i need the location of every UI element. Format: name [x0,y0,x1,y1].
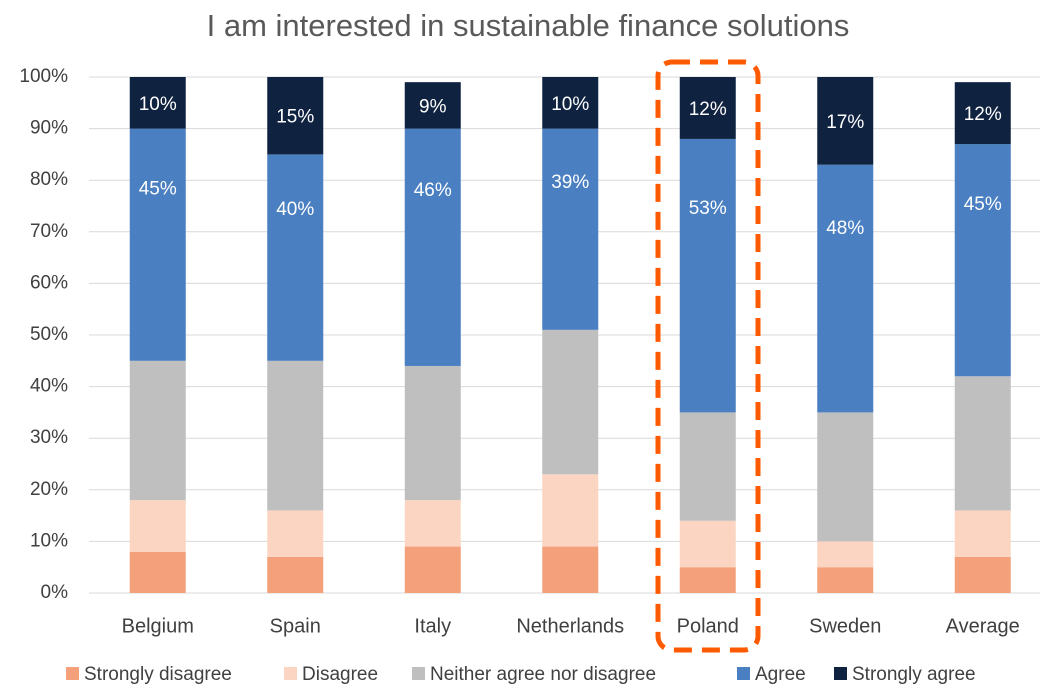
bar-segment [129,500,186,552]
value-label: 45% [964,194,1002,215]
bar-segment [542,546,599,593]
value-label: 45% [139,179,177,200]
bar-segment [129,128,186,361]
value-label: 53% [689,198,727,219]
bar-segment [817,412,874,542]
y-tick-label: 0% [41,582,69,603]
value-label: 12% [689,99,727,120]
bar-segment [542,128,599,330]
value-label: 17% [826,112,864,133]
legend-swatch [737,667,750,680]
legend-swatch [284,667,297,680]
value-label: 12% [964,104,1002,125]
highlight-box [655,59,761,653]
bar-segment [404,128,461,366]
value-label: 10% [139,94,177,115]
bar-segment [129,551,186,593]
bar-segment [404,546,461,593]
bar-segment [954,556,1011,593]
legend-swatch [412,667,425,680]
bar-segment [542,77,599,129]
bar-segment [542,474,599,547]
bar-segment [679,520,736,568]
bar-segment [404,82,461,129]
bar-segment [404,365,461,501]
bar-segment [679,412,736,521]
legend-label: Neither agree nor disagree [430,664,656,685]
bar-segment [954,510,1011,557]
bar-segment [817,567,874,593]
value-label: 10% [551,94,589,115]
value-label: 40% [276,199,314,220]
x-tick-label: Poland [677,615,739,637]
y-tick-label: 60% [30,272,68,293]
bar-segment [817,77,874,165]
legend-label: Strongly disagree [84,664,232,685]
bar-segment [679,77,736,139]
bar-segment [404,500,461,547]
value-label: 46% [414,180,452,201]
x-tick-label: Sweden [809,615,881,637]
bar-segment [267,510,324,557]
bar-segment [954,82,1011,145]
x-tick-label: Belgium [122,615,194,637]
y-tick-label: 50% [30,324,68,345]
x-tick-label: Italy [414,615,451,637]
y-tick-label: 70% [30,221,68,242]
value-label: 39% [551,172,589,193]
bar-segment [817,541,874,568]
bar-segment [954,376,1011,511]
chart-title: I am interested in sustainable finance s… [207,8,850,43]
value-label: 48% [826,218,864,239]
bar-segment [542,329,599,475]
legend-label: Disagree [302,664,378,685]
bar-segment [267,556,324,593]
legend-label: Agree [755,664,806,685]
y-tick-label: 10% [30,530,68,551]
bar-segment [817,164,874,413]
y-tick-label: 100% [19,66,68,87]
y-tick-label: 40% [30,376,68,397]
y-tick-label: 80% [30,169,68,190]
bar-segment [267,360,324,511]
bar-segment [267,154,324,361]
x-tick-label: Average [946,615,1020,637]
value-label: 9% [419,96,447,117]
x-tick-label: Spain [270,615,321,637]
bar-segment [267,77,324,155]
bar-segment [129,77,186,129]
legend-swatch [834,667,847,680]
bar-segment [679,567,736,593]
bar-segment [129,360,186,501]
y-tick-label: 90% [30,118,68,139]
x-tick-label: Netherlands [516,615,624,637]
bar-segment [954,144,1011,377]
y-tick-label: 20% [30,479,68,500]
legend-swatch [66,667,79,680]
value-label: 15% [276,107,314,128]
legend-label: Strongly agree [852,664,976,685]
bar-segment [679,138,736,413]
y-tick-label: 30% [30,427,68,448]
